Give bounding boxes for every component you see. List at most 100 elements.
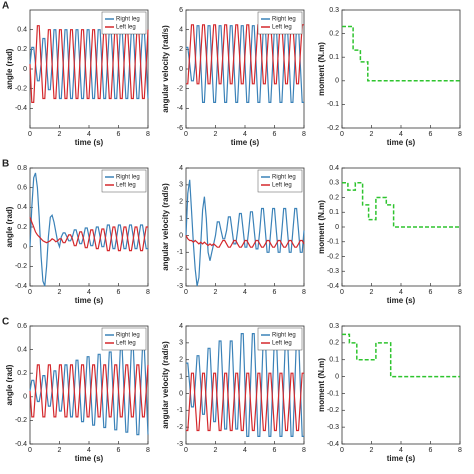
- series-line: [29, 25, 149, 103]
- legend-label: Left leg: [272, 341, 292, 347]
- y-tick-label: 4: [179, 323, 183, 330]
- y-tick-label: -0.1: [327, 239, 339, 246]
- x-tick-label: 8: [458, 131, 462, 138]
- y-tick-label: 1: [179, 373, 183, 380]
- x-tick-label: 2: [214, 131, 218, 138]
- moment-line: [342, 182, 460, 228]
- y-tick-label: 0.8: [17, 165, 27, 172]
- y-tick-label: 0: [335, 224, 339, 231]
- x-tick-label: 0: [340, 289, 344, 296]
- series-line: [185, 235, 305, 248]
- y-tick-label: 0.4: [17, 346, 27, 353]
- y-tick-label: 2: [179, 46, 183, 53]
- legend-box: [101, 11, 147, 35]
- y-tick-label: -2: [177, 266, 183, 273]
- panel-label: B: [2, 159, 9, 170]
- legend-box: [101, 327, 147, 351]
- y-axis-label: angle (rad): [5, 364, 14, 405]
- x-axis-label: time (s): [75, 454, 104, 463]
- legend-label: Right leg: [116, 175, 140, 181]
- legend-label: Right leg: [116, 17, 140, 23]
- y-tick-label: 0.6: [17, 323, 27, 330]
- moment-line: [342, 333, 460, 378]
- plot-frame: [341, 9, 461, 129]
- x-tick-label: 2: [58, 131, 62, 138]
- y-tick-label: 4: [179, 27, 183, 34]
- y-tick-label: 0: [179, 66, 183, 73]
- x-tick-label: 0: [184, 289, 188, 296]
- y-tick-label: 0.4: [17, 27, 27, 34]
- x-tick-label: 0: [340, 447, 344, 454]
- y-tick-label: 0: [23, 394, 27, 401]
- x-tick-label: 8: [146, 289, 150, 296]
- series-line: [186, 372, 304, 432]
- series-line: [186, 24, 304, 85]
- subplot: 0 2 4 6 8 -0.4 -0.3 -0.2 -0.1 0 0.1 0.2 0.3 0.4 time (…: [317, 165, 462, 305]
- x-tick-label: 0: [28, 131, 32, 138]
- x-tick-label: 4: [399, 289, 403, 296]
- x-tick-label: 0: [28, 447, 32, 454]
- y-tick-label: 0: [335, 373, 339, 380]
- subplot: B 0 2 4 6 8 -0.4 -0.2 0 0.2 0.4 0.6 0.8 time (s) angle…: [2, 159, 150, 305]
- y-tick-label: -0.2: [327, 407, 339, 414]
- y-tick-label: -0.3: [327, 424, 339, 431]
- x-tick-label: 2: [370, 131, 374, 138]
- x-tick-label: 0: [184, 447, 188, 454]
- legend-box: [257, 169, 303, 193]
- x-tick-label: 8: [146, 131, 150, 138]
- x-tick-label: 8: [302, 131, 306, 138]
- y-tick-label: -0.2: [15, 263, 27, 270]
- x-tick-label: 0: [340, 131, 344, 138]
- x-tick-label: 8: [302, 289, 306, 296]
- y-tick-label: -2: [177, 86, 183, 93]
- y-axis-label: angular velocity (rad/s): [161, 183, 170, 271]
- x-tick-label: 0: [28, 289, 32, 296]
- x-tick-label: 4: [87, 131, 91, 138]
- x-tick-label: 6: [273, 131, 277, 138]
- y-tick-label: -0.2: [15, 86, 27, 93]
- x-tick-label: 4: [399, 447, 403, 454]
- x-tick-label: 6: [429, 289, 433, 296]
- y-tick-label: -0.2: [15, 417, 27, 424]
- y-tick-label: 0.2: [17, 370, 27, 377]
- y-tick-label: 0.1: [329, 357, 339, 364]
- subplot: C 0 2 4 6 8 -0.4 -0.2 0 0.2 0.4 0.6 time (s) angle (r…: [2, 317, 150, 463]
- x-tick-label: 4: [399, 131, 403, 138]
- x-tick-label: 2: [370, 447, 374, 454]
- x-tick-label: 6: [273, 289, 277, 296]
- subplot: 0 2 4 6 8 -0.4 -0.3 -0.2 -0.1 0 0.1 0.2 0.3 time (s) m…: [317, 323, 462, 463]
- x-axis-label: time (s): [387, 454, 416, 463]
- y-tick-label: 2: [179, 199, 183, 206]
- y-axis-label: angular velocity (rad/s): [161, 25, 170, 113]
- y-tick-label: -0.3: [327, 268, 339, 275]
- y-tick-label: -0.2: [327, 253, 339, 260]
- y-tick-label: -1: [177, 249, 183, 256]
- legend-label: Right leg: [272, 17, 296, 23]
- x-tick-label: 4: [87, 289, 91, 296]
- y-tick-label: -0.1: [327, 390, 339, 397]
- subplot: 0 2 4 6 8 -0.2 -0.1 0 0.1 0.2 0.3 time (s) moment (N…: [317, 7, 462, 147]
- x-tick-label: 8: [302, 447, 306, 454]
- y-tick-label: -0.1: [327, 101, 339, 108]
- legend-label: Left leg: [116, 183, 136, 189]
- x-axis-label: time (s): [387, 138, 416, 147]
- x-tick-label: 2: [214, 447, 218, 454]
- y-tick-label: 0.3: [329, 7, 339, 14]
- y-tick-label: -3: [177, 441, 183, 448]
- y-tick-label: 3: [179, 340, 183, 347]
- y-tick-label: 0.6: [17, 185, 27, 192]
- y-tick-label: 0: [23, 244, 27, 251]
- x-tick-label: 6: [117, 289, 121, 296]
- series-line: [29, 29, 149, 100]
- y-tick-label: 0: [23, 66, 27, 73]
- x-tick-label: 6: [117, 447, 121, 454]
- y-tick-label: 0.3: [329, 180, 339, 187]
- y-tick-label: -0.2: [327, 125, 339, 132]
- y-tick-label: 3: [179, 182, 183, 189]
- y-tick-label: -3: [177, 283, 183, 290]
- y-tick-label: -6: [177, 125, 183, 132]
- y-tick-label: 0.1: [329, 54, 339, 61]
- legend-label: Left leg: [272, 183, 292, 189]
- y-axis-label: angular velocity (rad/s): [161, 341, 170, 429]
- legend-box: [257, 327, 303, 351]
